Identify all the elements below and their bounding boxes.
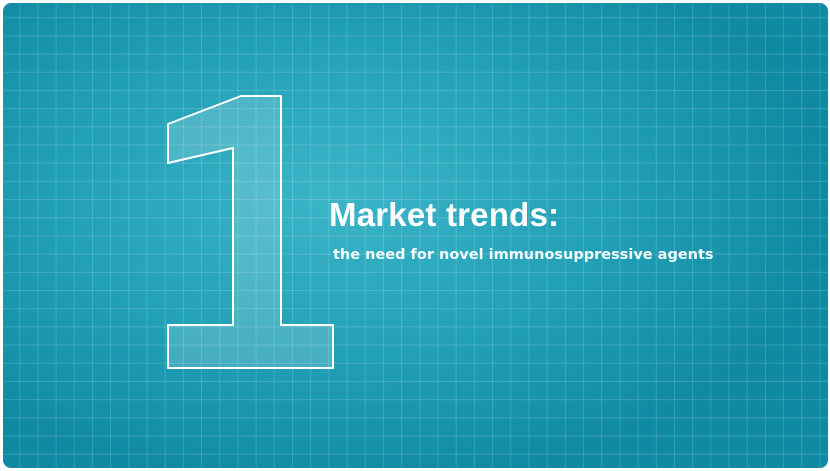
blueprint-grid bbox=[3, 3, 828, 468]
title-slide: Market trends: the need for novel immuno… bbox=[3, 3, 828, 468]
section-subtitle: the need for novel immunosuppressive age… bbox=[333, 247, 714, 263]
section-number-one bbox=[167, 95, 334, 369]
section-title: Market trends: bbox=[329, 196, 560, 233]
